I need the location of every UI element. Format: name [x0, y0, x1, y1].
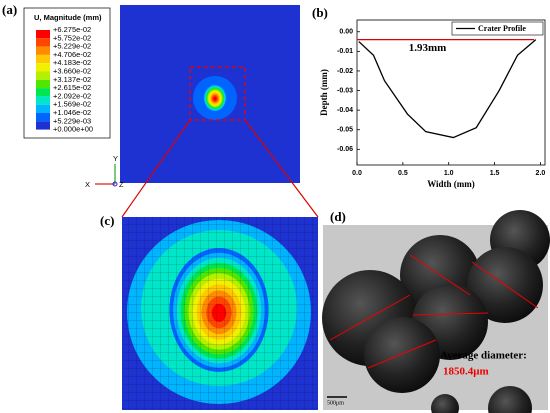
legend-value: +5.229e-03 — [53, 116, 91, 125]
legend-value: +3.660e-02 — [53, 66, 91, 75]
zoom-line — [121, 119, 191, 218]
legend-label: Crater Profile — [478, 24, 526, 33]
y-tick-label: -0.03 — [337, 87, 353, 94]
legend-swatch — [36, 30, 50, 39]
chart: (b) 0.00 -0.01 -0.02 -0.03 -0.04 -0.05 -0.06 0.0… — [312, 5, 546, 189]
panel-label: (a) — [2, 2, 17, 17]
legend-box — [451, 21, 544, 36]
legend-value: +0.000e+00 — [53, 125, 93, 134]
annotation-value: 1850.4μm — [443, 366, 489, 378]
zoom-line — [244, 119, 319, 218]
legend-swatch — [36, 96, 50, 105]
legend-swatch — [36, 79, 50, 89]
contour-ring — [213, 96, 217, 101]
axis-label: X — [85, 180, 90, 189]
panel-label: (b) — [312, 5, 328, 20]
legend-swatch — [36, 113, 50, 122]
legend-value: +1.569e-02 — [53, 100, 91, 109]
contour-spot — [193, 76, 237, 120]
legend-value: +5.229e-02 — [53, 42, 91, 51]
panel-label: (d) — [330, 209, 346, 224]
legend-swatch — [36, 71, 50, 80]
measure-line — [409, 254, 471, 296]
sphere — [431, 394, 459, 413]
axis-triad: Y X Z — [85, 154, 124, 189]
legend: +6.275e-02+5.752e-02+5.229e-02+4.706e-02… — [36, 25, 93, 134]
measure-line — [471, 261, 539, 309]
legend-swatch — [36, 46, 50, 55]
legend-value: +4.183e-02 — [53, 58, 91, 67]
zoom-box — [189, 66, 246, 121]
sphere — [364, 317, 440, 393]
axis-label: Z — [119, 180, 124, 189]
x-tick-label: 0.0 — [352, 170, 362, 177]
x-tick-label: 2.0 — [536, 170, 546, 177]
y-tick-label: 0.00 — [339, 29, 353, 36]
legend-swatch — [36, 54, 50, 64]
plot-frame — [356, 19, 546, 166]
scale-label: 500μm — [327, 400, 344, 406]
measure-line — [329, 294, 411, 341]
legend-swatch — [36, 104, 50, 113]
legend-swatch — [36, 38, 50, 47]
legend-value: +6.275e-02 — [53, 25, 91, 34]
legend-value: +1.046e-02 — [53, 108, 91, 117]
y-tick-label: -0.02 — [337, 68, 353, 75]
x-tick-label: 0.5 — [398, 170, 408, 177]
measure-line — [367, 339, 437, 369]
y-tick-label: -0.01 — [337, 48, 353, 55]
legend-swatch — [36, 88, 50, 97]
z-arrow — [112, 181, 118, 187]
legend-value: +2.092e-02 — [53, 91, 91, 100]
x-axis-label: Width (mm) — [427, 179, 475, 189]
x-tick-label: 1.0 — [444, 170, 454, 177]
legend-swatch — [36, 121, 50, 130]
x-tick-label: 1.5 — [490, 170, 500, 177]
legend-value: +4.706e-02 — [53, 50, 91, 59]
legend-value: +2.615e-02 — [53, 83, 91, 92]
y-tick-label: -0.04 — [337, 107, 353, 114]
mesh — [122, 217, 318, 410]
sphere — [488, 386, 532, 413]
spheres — [322, 210, 550, 413]
legend-title: U, Magnitude (mm) — [34, 13, 102, 22]
y-axis-label: Depth (mm) — [319, 69, 329, 116]
panel-label: (c) — [100, 213, 114, 228]
span-label: 1.93mm — [409, 42, 447, 54]
measure-line — [412, 312, 489, 316]
y-tick-label: -0.05 — [337, 127, 353, 134]
legend-swatch — [36, 63, 50, 72]
series-line — [358, 39, 537, 139]
y-tick-label: -0.06 — [337, 146, 353, 153]
legend-value: +5.752e-02 — [53, 33, 91, 42]
annotation: Average diameter: — [440, 350, 527, 362]
legend-value: +3.137e-02 — [53, 75, 91, 84]
axis-label: Y — [113, 154, 118, 163]
